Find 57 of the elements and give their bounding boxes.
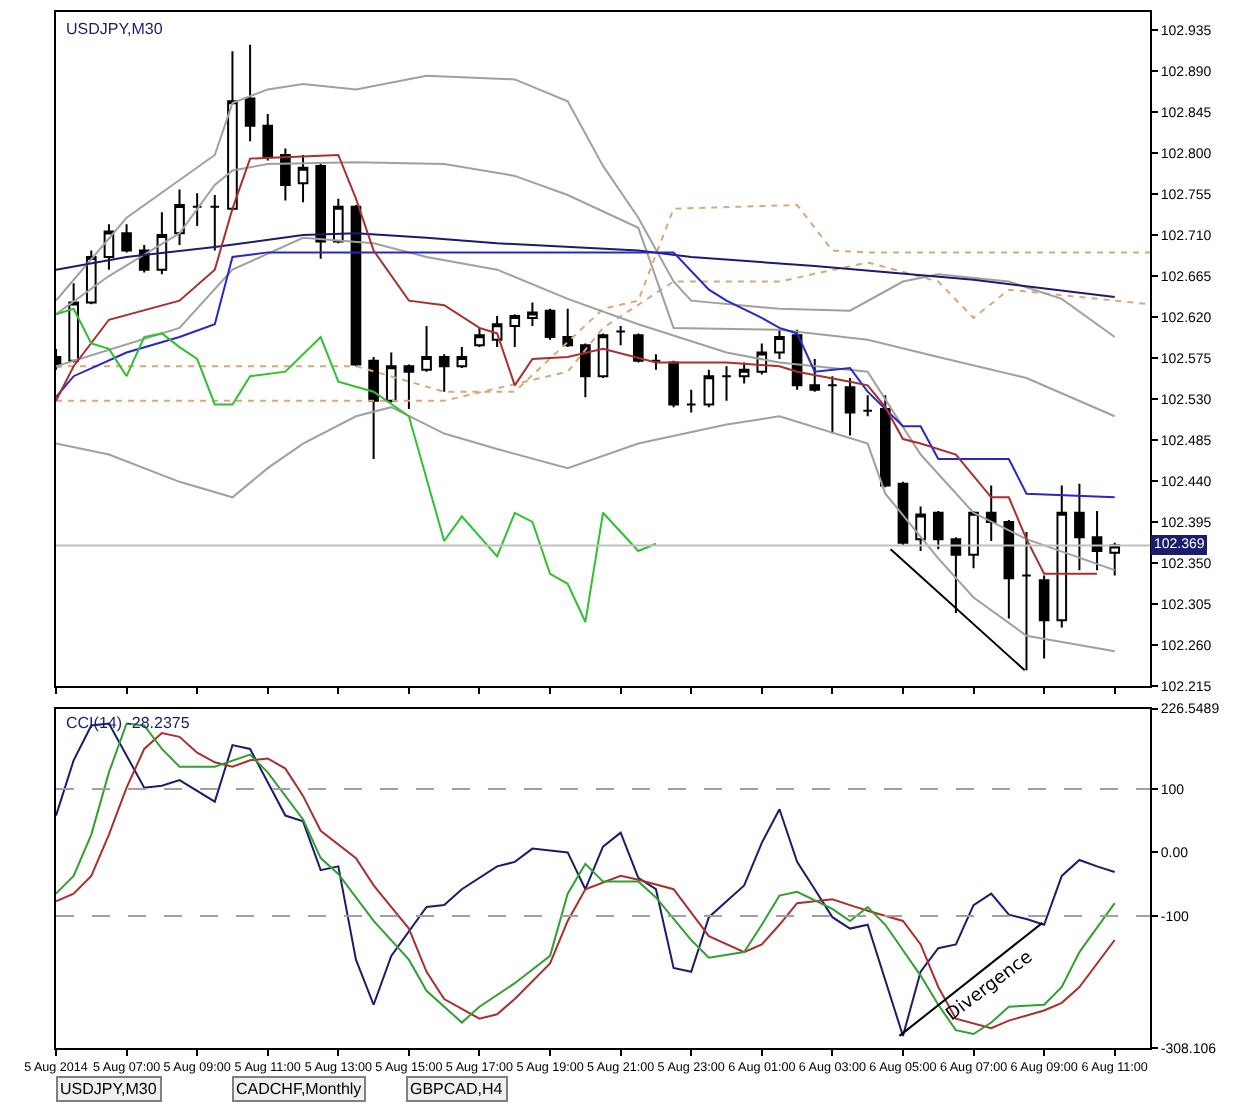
candlestick <box>1091 509 1103 572</box>
candlestick <box>209 194 221 252</box>
candlestick <box>880 394 891 489</box>
candlestick <box>227 50 238 210</box>
candlestick <box>315 163 326 260</box>
candlestick <box>333 197 344 245</box>
candlestick <box>297 153 309 204</box>
candlestick <box>368 356 379 461</box>
candlestick <box>1056 484 1068 629</box>
candlestick <box>632 332 644 364</box>
candlestick <box>1003 519 1015 620</box>
candlestick <box>650 353 662 371</box>
line-series <box>56 251 1116 499</box>
candlestick <box>421 325 432 373</box>
candlestick <box>474 326 485 349</box>
candlestick <box>544 307 556 341</box>
candlestick <box>438 353 450 393</box>
candlestick <box>968 511 979 570</box>
candlestick <box>1038 574 1050 660</box>
text: GBPCAD,H4 <box>410 1080 504 1098</box>
candlestick <box>774 328 785 360</box>
candlestick <box>985 484 997 543</box>
candlestick <box>827 375 838 435</box>
candlestick <box>403 363 415 410</box>
line-series <box>56 307 657 624</box>
candlestick <box>1074 482 1085 572</box>
text: USDJPY,M30 <box>60 1080 158 1098</box>
candlestick <box>809 357 821 393</box>
line-series <box>56 406 1116 653</box>
candlestick <box>121 223 132 254</box>
candlestick <box>580 342 591 399</box>
line-series <box>56 153 1099 575</box>
text: CADCHF,Monthly <box>236 1080 362 1098</box>
text: USDJPY,M30 <box>66 20 164 38</box>
candlestick <box>703 368 715 409</box>
candlestick <box>244 43 256 143</box>
candlestick <box>932 509 944 551</box>
candlestick <box>915 505 926 553</box>
candlestick <box>615 325 626 347</box>
candlestick <box>509 313 521 349</box>
candlestick <box>562 307 574 349</box>
line-series <box>56 232 1116 298</box>
candlestick <box>385 351 397 404</box>
candlestick <box>527 301 538 328</box>
candlestick <box>456 346 468 370</box>
candlestick <box>68 282 79 362</box>
candlestick <box>721 365 732 402</box>
candlestick <box>262 112 274 162</box>
candlestick <box>862 394 873 418</box>
candlestick <box>685 388 697 414</box>
line-series <box>56 236 1116 572</box>
candlestick <box>668 361 679 409</box>
candlestick <box>174 188 185 247</box>
candlestick <box>191 192 203 227</box>
chart-title: CCI(14) -28.2375 <box>66 714 191 732</box>
candlestick <box>844 377 856 437</box>
candlestick <box>738 361 750 385</box>
